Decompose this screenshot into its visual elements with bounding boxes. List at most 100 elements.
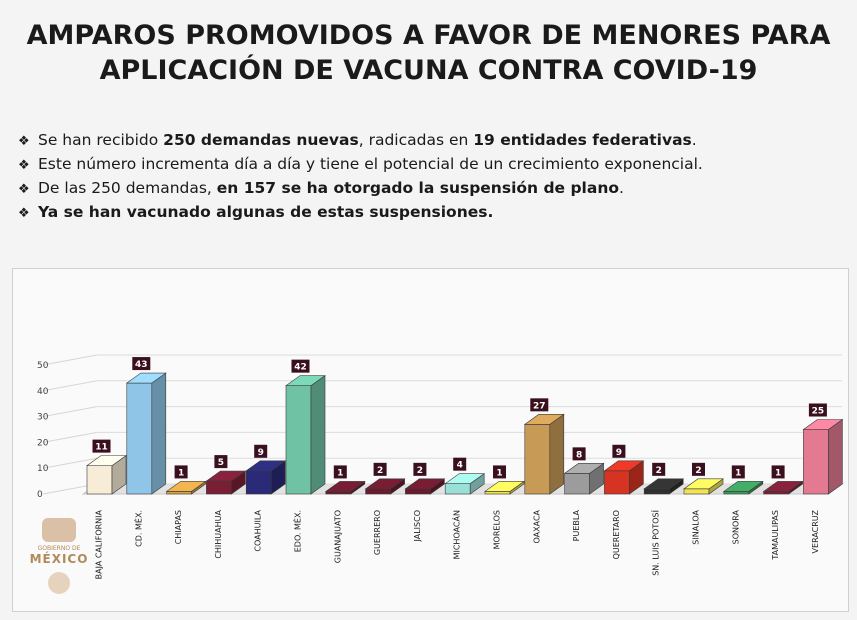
bar-top: [802, 419, 844, 430]
bar-top: [285, 375, 326, 386]
bullet-list: ❖ Se han recibido 250 demandas nuevas, ra…: [18, 128, 848, 224]
bar-top: [484, 481, 525, 492]
logo-line-1: GOBIERNO DE: [37, 545, 81, 552]
data-label: 4: [457, 461, 463, 471]
y-tick-label: 40: [37, 387, 49, 397]
category-label: BAJA CALIFORNIA: [95, 509, 104, 579]
bar-chart: 0 10 20 30 40 50 11 BAJA CALIFORNIA 43 CD. MÉX. 1 C…: [12, 268, 849, 612]
y-tick-label: 10: [37, 464, 49, 474]
bar: [484, 491, 511, 495]
data-label-box: [652, 462, 666, 476]
bar-top: [245, 460, 287, 472]
eagle-seal-icon: [42, 518, 76, 542]
data-label-box: [254, 444, 268, 458]
gridline-diagonal: [42, 406, 98, 418]
category-label: CD. MÉX.: [132, 510, 143, 547]
title-line-1: AMPAROS PROMOVIDOS A FAVOR DE MENORES PA…: [26, 20, 831, 51]
bar: [643, 488, 670, 495]
diamond-bullet-icon: ❖: [18, 158, 30, 173]
category-label: QUERETARO: [612, 510, 621, 559]
bar: [405, 488, 431, 495]
category-label: MICHOACÁN: [451, 510, 462, 559]
category-label: CHIAPAS: [174, 510, 183, 544]
data-label: 2: [377, 466, 383, 476]
title-line-2: APLICACIÓN DE VACUNA CONTRA COVID-19: [99, 55, 758, 86]
data-label: 2: [695, 466, 701, 476]
category-label: SINALOA: [692, 509, 701, 544]
category-label: PUEBLA: [572, 509, 581, 541]
bar-top: [444, 473, 486, 484]
data-label: 9: [258, 448, 264, 458]
bar: [206, 480, 232, 495]
category-label: COAHUILA: [254, 509, 263, 551]
data-label: 5: [218, 458, 224, 468]
category-label: TAMAULIPAS: [771, 510, 780, 561]
bar-top: [165, 481, 207, 492]
bullet-item: ❖ Este número incrementa día a día y tien…: [18, 152, 848, 176]
data-label-box: [453, 457, 467, 471]
data-label-box: [291, 359, 310, 373]
bar-side: [828, 418, 843, 495]
data-label-box: [731, 465, 745, 479]
bar: [444, 483, 471, 495]
bar-side: [310, 375, 326, 495]
data-label: 25: [812, 407, 825, 417]
y-tick-label: 30: [37, 413, 49, 423]
bar: [763, 491, 789, 495]
data-label-box: [530, 398, 549, 412]
diamond-bullet-icon: ❖: [18, 206, 30, 221]
data-label-box: [612, 444, 626, 458]
bar: [365, 488, 391, 495]
data-label: 8: [576, 450, 582, 460]
bar-top: [722, 481, 764, 492]
bullet-item: ❖ Se han recibido 250 demandas nuevas, ra…: [18, 128, 848, 152]
bar: [683, 488, 710, 495]
bar-top: [324, 481, 366, 492]
data-label-box: [373, 462, 387, 476]
y-tick-label: 20: [37, 438, 49, 448]
bar: [803, 429, 829, 495]
category-label: GUANAJUATO: [333, 510, 342, 563]
data-label: 1: [775, 468, 781, 478]
data-label: 1: [496, 468, 502, 478]
category-label: OAXACA: [532, 509, 541, 543]
category-label: CHIHUAHUA: [214, 509, 223, 558]
page-title: AMPAROS PROMOVIDOS A FAVOR DE MENORES PA…: [0, 18, 857, 88]
data-label-box: [493, 465, 506, 479]
bar: [524, 424, 551, 495]
data-label: 1: [735, 468, 741, 478]
category-label: VERACRUZ: [811, 509, 820, 553]
category-label: JALISCO: [413, 510, 422, 542]
bar-top: [404, 478, 446, 490]
gridline-diagonal: [42, 457, 98, 469]
diamond-bullet-icon: ❖: [18, 182, 30, 197]
bar: [86, 465, 113, 495]
data-label-box: [174, 465, 188, 479]
bullet-item: ❖ Ya se han vacunado algunas de estas sus…: [18, 200, 848, 224]
bar: [723, 491, 750, 495]
y-tick-label: 0: [37, 490, 43, 500]
data-label-box: [333, 465, 347, 479]
bar-top: [762, 481, 804, 492]
data-label: 1: [178, 468, 184, 478]
data-label: 42: [294, 363, 307, 373]
bar: [245, 470, 272, 495]
y-tick-label: 50: [37, 361, 49, 371]
bar: [564, 473, 590, 495]
bar-side: [151, 372, 167, 495]
bar-top: [563, 463, 605, 474]
bar-top: [523, 414, 565, 425]
gridline-diagonal: [42, 431, 98, 443]
gridline-diagonal: [42, 380, 98, 392]
bar-top: [683, 478, 724, 490]
bullet-item: ❖ De las 250 demandas, en 157 se ha otorg…: [18, 176, 848, 200]
bar: [604, 470, 630, 495]
data-label-box: [214, 455, 228, 469]
data-label-box: [92, 439, 111, 453]
bar-top: [643, 478, 685, 490]
bar: [325, 491, 352, 495]
bar-top: [125, 372, 167, 384]
bar-top: [86, 455, 127, 466]
bar-top: [364, 478, 406, 490]
